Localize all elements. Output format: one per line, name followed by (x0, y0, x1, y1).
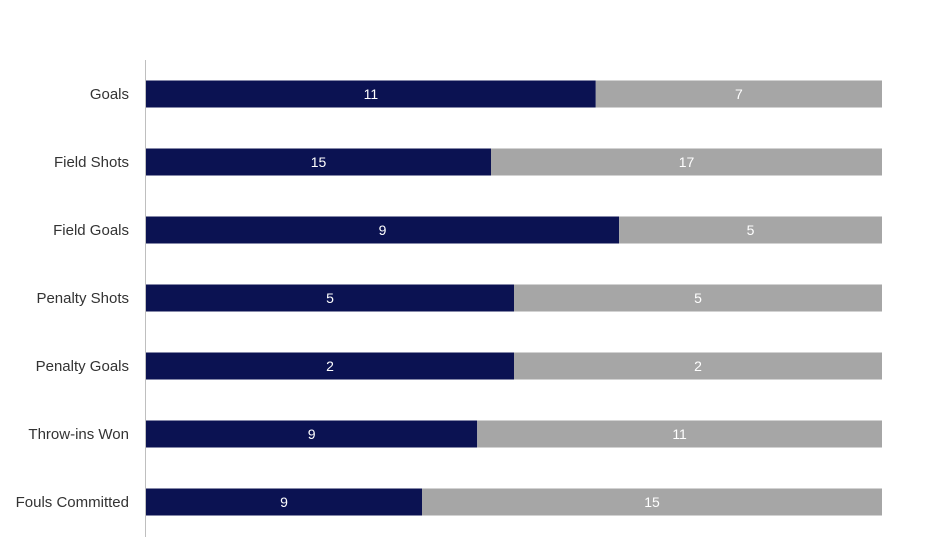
category-label-throw-ins-won: Throw-ins Won (28, 426, 129, 443)
bar-segment-penalty-goals-series-2 (514, 352, 882, 380)
category-label-goals: Goals (90, 86, 129, 103)
bar-segment-fouls-committed-series-2 (422, 488, 882, 516)
data-label-goals-series-2: 7 (735, 86, 743, 102)
bar-segment-goals-series-1 (146, 80, 596, 108)
category-label-penalty-shots: Penalty Shots (36, 290, 129, 307)
category-label-field-shots: Field Shots (54, 154, 129, 171)
data-label-penalty-shots-series-2: 5 (694, 290, 702, 306)
bars-layer (146, 80, 882, 516)
data-label-penalty-goals-series-1: 2 (326, 358, 334, 374)
data-label-penalty-shots-series-1: 5 (326, 290, 334, 306)
bar-segment-penalty-goals-series-1 (146, 352, 514, 380)
data-label-penalty-goals-series-2: 2 (694, 358, 702, 374)
bar-segment-field-shots-series-2 (491, 148, 882, 176)
labels-layer: 11 7 Goals 15 17 Field Shots 9 5 Field Goals 5 5 Pe… (16, 86, 755, 511)
data-label-field-goals-series-1: 9 (379, 222, 387, 238)
data-label-field-shots-series-1: 15 (311, 154, 327, 170)
bar-segment-field-goals-series-2 (619, 216, 882, 244)
data-label-field-goals-series-2: 5 (747, 222, 755, 238)
data-label-fouls-committed-series-1: 9 (280, 494, 288, 510)
bar-segment-fouls-committed-series-1 (146, 488, 422, 516)
data-label-goals-series-1: 11 (364, 86, 379, 102)
bar-segment-penalty-shots-series-2 (514, 284, 882, 312)
data-label-field-shots-series-2: 17 (679, 154, 695, 170)
bar-segment-field-shots-series-1 (146, 148, 491, 176)
category-label-fouls-committed: Fouls Committed (16, 494, 129, 511)
data-label-throw-ins-won-series-1: 9 (308, 426, 316, 442)
data-label-fouls-committed-series-2: 15 (644, 494, 660, 510)
category-label-penalty-goals: Penalty Goals (36, 358, 129, 375)
bar-segment-penalty-shots-series-1 (146, 284, 514, 312)
bar-segment-field-goals-series-1 (146, 216, 620, 244)
data-label-throw-ins-won-series-2: 11 (672, 426, 687, 442)
bar-segment-goals-series-2 (595, 80, 882, 108)
bar-segment-throw-ins-won-series-1 (146, 420, 478, 448)
bar-segment-throw-ins-won-series-2 (477, 420, 882, 448)
category-label-field-goals: Field Goals (53, 222, 129, 239)
